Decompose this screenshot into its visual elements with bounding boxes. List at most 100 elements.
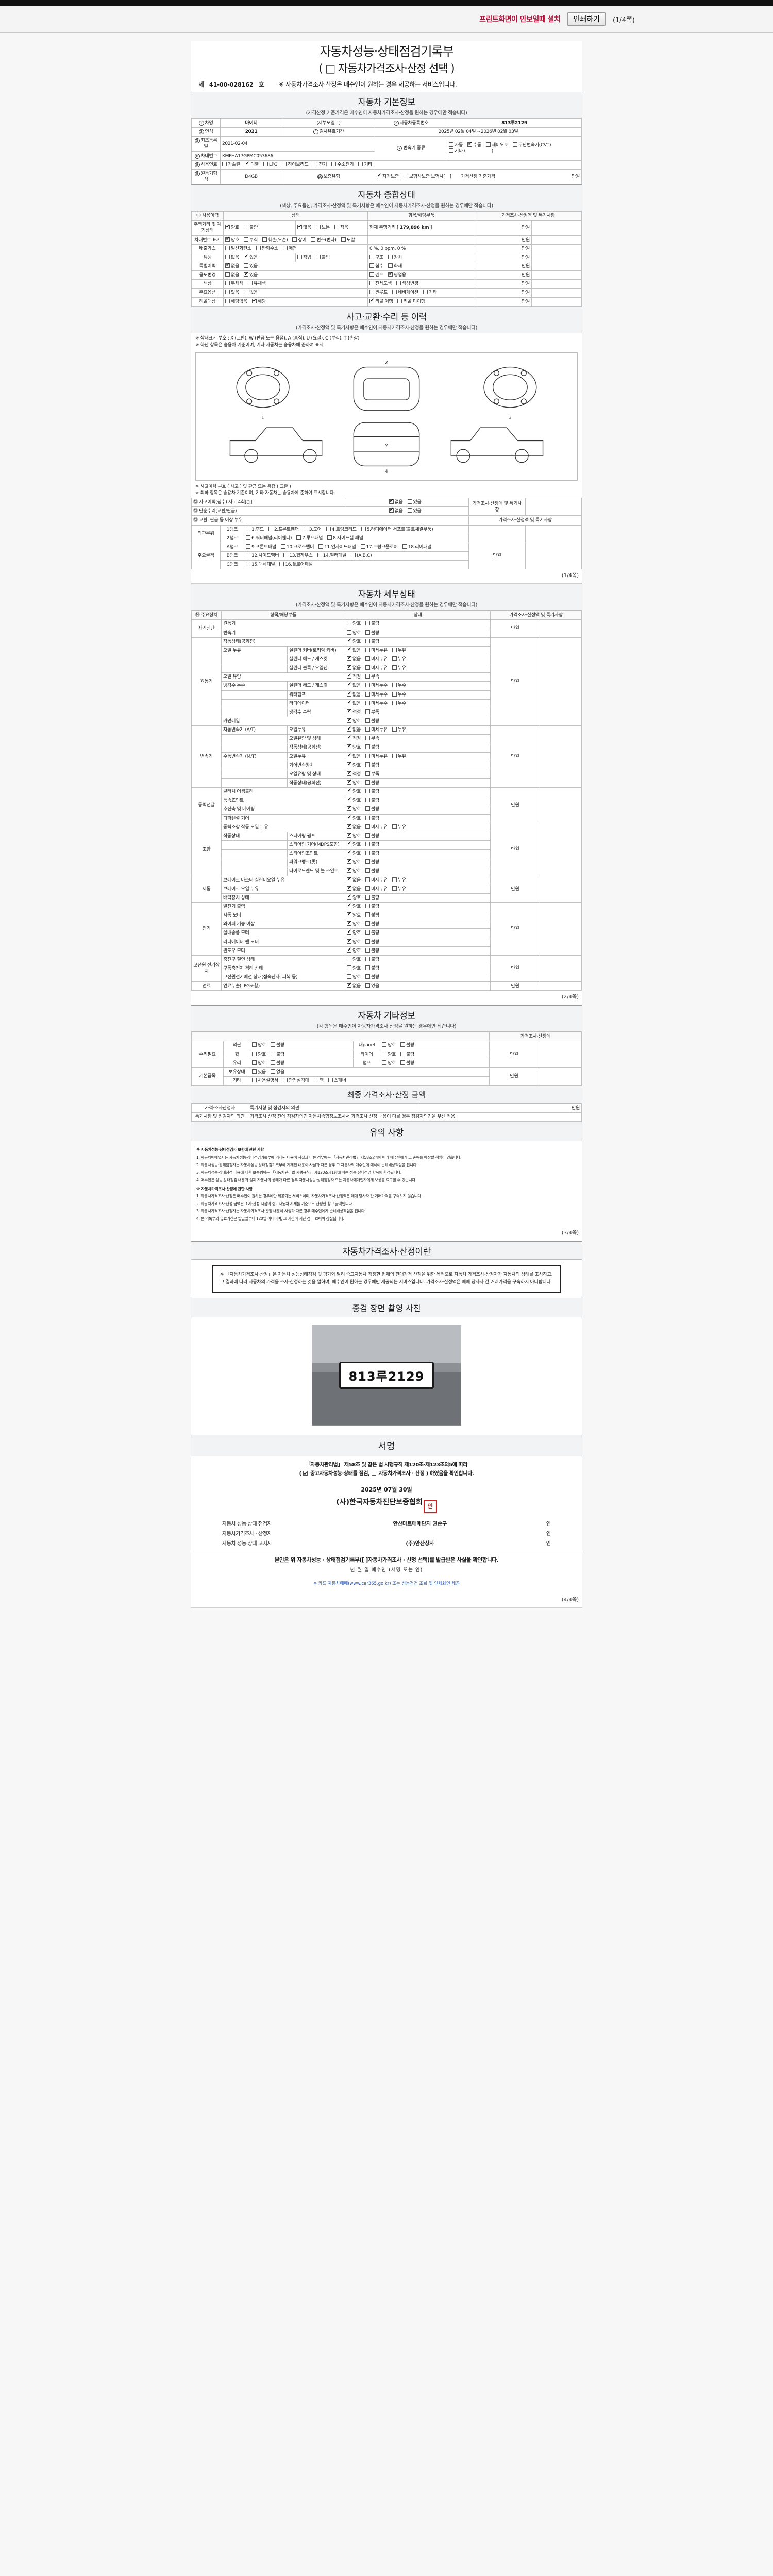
checkbox-icon[interactable]	[365, 921, 370, 926]
detail-state-option[interactable]: 양호	[347, 867, 361, 874]
checkbox-icon[interactable]	[347, 956, 351, 961]
checkbox-icon[interactable]	[365, 851, 370, 856]
detail-state[interactable]: 없음 미세누수 누수	[345, 690, 491, 700]
fuel-options[interactable]: 가솔린 디젤 LPG 하이브리드 전기 수소전기 기타	[220, 160, 582, 170]
item-option[interactable]: 썬루프	[369, 290, 388, 296]
detail-state-option[interactable]: 없음	[347, 690, 361, 698]
detail-state-option[interactable]: 누유	[392, 824, 406, 831]
checkbox-icon[interactable]	[252, 1042, 257, 1047]
checkbox-icon[interactable]	[382, 1051, 386, 1056]
checkbox-icon[interactable]	[347, 849, 351, 856]
detail-state[interactable]: 양호 불량	[345, 902, 491, 912]
detail-state[interactable]: 양호 불량	[345, 973, 491, 982]
transmission-option[interactable]: 자동	[449, 142, 463, 148]
state-option[interactable]: 양호	[225, 235, 239, 243]
checkbox-icon[interactable]	[392, 753, 397, 758]
state-option[interactable]: 탄화수소	[256, 245, 278, 252]
detail-state-option[interactable]: 없음	[347, 664, 361, 671]
checkbox-icon[interactable]	[347, 885, 351, 891]
checkbox-icon[interactable]	[365, 824, 370, 829]
detail-state-option[interactable]: 양호	[347, 778, 361, 786]
checkbox-icon[interactable]	[365, 939, 370, 944]
detail-state[interactable]: 양호 불량	[345, 787, 491, 797]
checkbox-icon[interactable]	[382, 1042, 386, 1047]
detail-state-option[interactable]: 부족	[365, 771, 379, 777]
simple-repair-option[interactable]: 없음	[389, 506, 403, 514]
accident-option[interactable]: 없음	[389, 498, 403, 505]
detail-state-option[interactable]: 불량	[365, 903, 379, 910]
checkbox-icon[interactable]	[347, 902, 351, 909]
detail-state-option[interactable]: 미세누유	[365, 665, 388, 671]
part-list[interactable]: 15.대쉬패널 16.플로어패널	[244, 560, 469, 570]
checkbox-icon[interactable]	[251, 297, 257, 304]
part-list[interactable]: 12.사이드멤버 13.휠하우스 14.필러패널 (A,B,C)	[244, 551, 469, 561]
checkbox-icon[interactable]	[347, 681, 351, 688]
state-option[interactable]: 없음	[225, 262, 239, 269]
other-item-options[interactable]: 양호 불량	[250, 1049, 354, 1059]
checkbox-icon[interactable]	[225, 281, 230, 286]
item-option[interactable]: 기타	[423, 290, 437, 296]
detail-state-option[interactable]: 불량	[365, 744, 379, 751]
detail-state[interactable]: 양호 불량	[345, 814, 491, 823]
checkbox-icon[interactable]	[347, 938, 351, 944]
checkbox-icon[interactable]	[365, 930, 370, 935]
detail-state[interactable]: 양호 불량	[345, 858, 491, 868]
checkbox-icon[interactable]	[392, 665, 397, 670]
checkbox-icon[interactable]	[347, 743, 351, 750]
row-item[interactable]	[367, 235, 475, 245]
detail-state-option[interactable]: 불량	[365, 718, 379, 724]
checkbox-icon[interactable]	[315, 254, 321, 259]
detail-state[interactable]: 양호 불량	[345, 920, 491, 929]
detail-state[interactable]: 양호 불량	[345, 805, 491, 815]
detail-state[interactable]: 양호 불량	[345, 628, 491, 638]
detail-state[interactable]: 없음 있음	[345, 981, 491, 991]
state-option[interactable]: 변조(변타)	[311, 236, 337, 243]
detail-state-option[interactable]: 부족	[365, 736, 379, 742]
checkbox-icon[interactable]	[296, 535, 301, 540]
detail-state-option[interactable]: 불량	[365, 965, 379, 972]
checkbox-icon[interactable]	[403, 173, 408, 178]
state-primary[interactable]: 무채색 유채색	[223, 279, 368, 289]
accident-history-options[interactable]: 없음 있음	[346, 498, 469, 507]
state-secondary[interactable]: 많음 보통 적음	[295, 220, 368, 236]
checkbox-icon[interactable]	[347, 858, 351, 865]
checkbox-icon[interactable]	[268, 526, 273, 531]
state-option[interactable]: 해당	[251, 297, 266, 305]
checkbox-icon[interactable]	[331, 161, 337, 166]
checkbox-icon[interactable]	[297, 223, 302, 230]
checkbox-icon[interactable]	[347, 699, 351, 706]
detail-state-option[interactable]: 불량	[365, 912, 379, 919]
detail-state-option[interactable]: 없음	[347, 981, 361, 989]
state-option[interactable]: 일산화탄소	[225, 245, 251, 252]
transmission-other-checkbox[interactable]	[449, 148, 453, 153]
part-option[interactable]: 17.트렁크플로어	[360, 544, 398, 550]
detail-state-option[interactable]: 있음	[365, 983, 379, 989]
other-state-option[interactable]: 양호	[252, 1042, 266, 1048]
detail-state-option[interactable]: 미세누유	[365, 753, 388, 760]
detail-state[interactable]: 양호 불량	[345, 911, 491, 921]
checkbox-icon[interactable]	[392, 877, 397, 882]
other-state-option[interactable]: 불량	[400, 1051, 414, 1058]
row-item[interactable]: 침수 화재	[367, 261, 475, 272]
checkbox-icon[interactable]	[347, 717, 351, 723]
state-option[interactable]: 상이	[292, 236, 307, 243]
checkbox-icon[interactable]	[347, 823, 351, 829]
detail-state-option[interactable]: 양호	[347, 920, 361, 927]
state-option[interactable]: 많음	[297, 223, 311, 231]
other-basic-option[interactable]: 사용설명서	[252, 1078, 278, 1084]
checkbox-icon[interactable]	[243, 263, 248, 268]
checkbox-icon[interactable]	[313, 1078, 318, 1083]
checkbox-icon[interactable]	[347, 981, 351, 989]
checkbox-icon[interactable]	[270, 1060, 275, 1065]
detail-state[interactable]: 양호 불량	[345, 831, 491, 841]
checkbox-icon[interactable]	[388, 270, 393, 278]
row-item[interactable]: 리콜 이행 리콜 미이행	[367, 297, 475, 307]
checkbox-icon[interactable]	[225, 245, 230, 250]
checkbox-icon[interactable]	[449, 142, 453, 147]
performance-check-checkbox[interactable]	[303, 1469, 308, 1478]
detail-state[interactable]: 양호 불량	[345, 716, 491, 726]
detail-state-option[interactable]: 양호	[347, 832, 361, 839]
detail-state-option[interactable]: 불량	[365, 947, 379, 954]
checkbox-icon[interactable]	[365, 806, 370, 811]
transmission-options[interactable]: 자동 수동 세미오토 무단변속기(CVT) 기타 ()	[447, 136, 582, 161]
